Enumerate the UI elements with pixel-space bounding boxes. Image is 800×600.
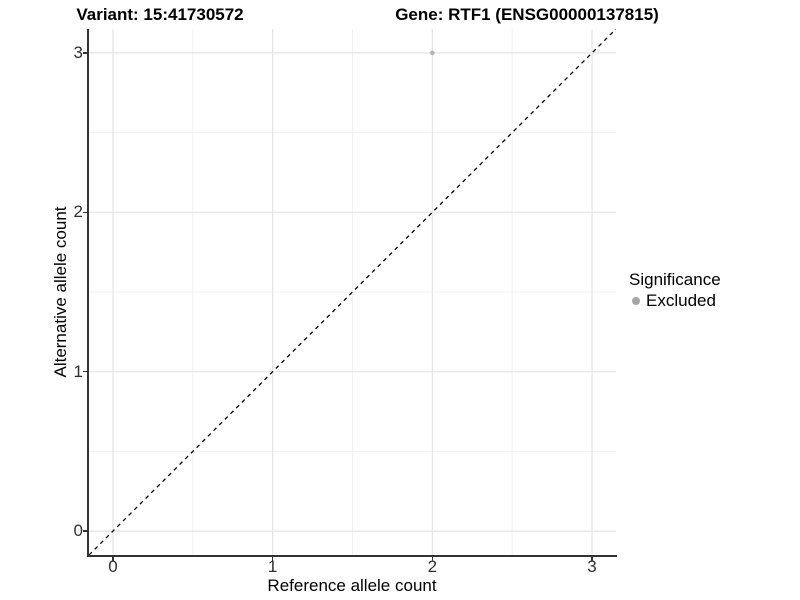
legend-title: Significance xyxy=(629,270,721,289)
excluded-point-icon xyxy=(632,297,640,305)
plot-panel xyxy=(89,29,616,555)
y-tick-mark xyxy=(83,370,87,373)
legend-item-excluded: Excluded xyxy=(629,291,721,311)
y-tick-mark xyxy=(83,211,87,214)
plot-svg xyxy=(89,29,616,555)
x-tick-label: 1 xyxy=(267,557,278,576)
legend-item-label: Excluded xyxy=(646,291,716,310)
y-tick-mark xyxy=(83,530,87,532)
x-tick-mark xyxy=(112,557,114,561)
y-tick-mark xyxy=(83,52,87,54)
y-axis-title: Alternative allele count xyxy=(51,206,70,378)
x-tick-mark xyxy=(591,557,593,561)
variant-title: Variant: 15:41730572 xyxy=(76,5,244,24)
x-axis-title: Reference allele count xyxy=(267,576,437,595)
x-tick-label: 2 xyxy=(427,557,438,576)
x-tick-mark xyxy=(431,557,434,561)
y-tick-label: 0 xyxy=(73,521,83,541)
x-tick-label: 3 xyxy=(587,557,597,576)
data-point xyxy=(430,50,435,56)
x-axis-line xyxy=(87,555,617,557)
x-tick-mark xyxy=(271,557,274,561)
legend: Significance Excluded xyxy=(629,270,721,311)
gene-title: Gene: RTF1 (ENSG00000137815) xyxy=(395,5,659,24)
y-tick-label: 2 xyxy=(73,202,83,222)
y-axis-line xyxy=(87,29,89,557)
x-tick-label: 0 xyxy=(108,557,118,576)
y-tick-label: 3 xyxy=(73,42,83,62)
y-tick-label: 1 xyxy=(73,361,83,381)
